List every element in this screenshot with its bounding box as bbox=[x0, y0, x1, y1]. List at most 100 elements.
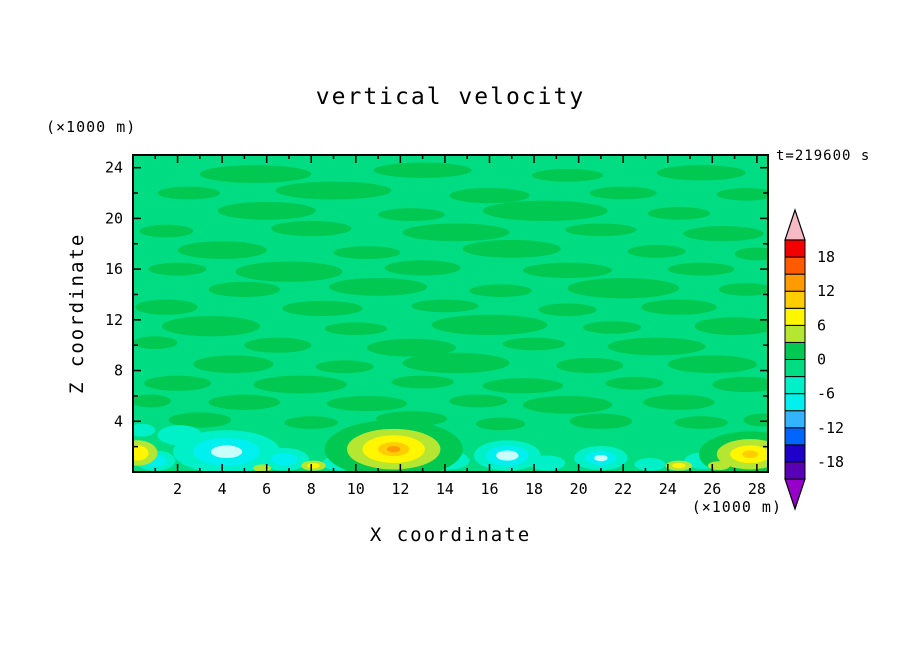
contour-patch bbox=[482, 200, 608, 221]
contour-feature bbox=[707, 461, 731, 471]
contour-feature bbox=[210, 445, 243, 459]
contour-patch bbox=[522, 395, 613, 414]
x-tick-label: 20 bbox=[570, 480, 588, 498]
colorbar-band bbox=[784, 256, 806, 275]
contour-patch bbox=[718, 283, 768, 296]
contour-patch bbox=[583, 321, 641, 334]
plot-frame bbox=[132, 154, 769, 473]
contour-patch bbox=[462, 239, 561, 258]
x-tick-label: 22 bbox=[614, 480, 632, 498]
x-tick-label: 28 bbox=[748, 480, 766, 498]
colorbar-under-arrow bbox=[784, 478, 806, 511]
contour-patch bbox=[275, 181, 392, 200]
contour-patch bbox=[177, 241, 267, 259]
y-tick-label: 20 bbox=[105, 209, 123, 227]
contour-patch bbox=[135, 299, 198, 315]
y-tick-label: 8 bbox=[114, 362, 123, 380]
contour-patch bbox=[208, 281, 281, 298]
contour-feature bbox=[529, 455, 566, 471]
contour-patch bbox=[329, 277, 428, 296]
colorbar-band bbox=[784, 359, 806, 378]
contour-patch bbox=[157, 186, 220, 200]
contour-patch bbox=[133, 394, 171, 408]
contour-patch bbox=[282, 300, 363, 317]
contour-patch bbox=[378, 208, 445, 221]
contour-feature bbox=[133, 423, 156, 437]
contour-patch bbox=[431, 314, 548, 336]
contour-patch bbox=[271, 220, 352, 237]
contour-feature bbox=[387, 446, 401, 453]
colorbar-band bbox=[784, 393, 806, 412]
contour-field bbox=[133, 155, 768, 472]
contour-patch bbox=[627, 245, 686, 258]
colorbar-label: -12 bbox=[817, 419, 844, 437]
contour-patch bbox=[244, 337, 312, 353]
colorbar-band bbox=[784, 324, 806, 343]
x-tick-label: 12 bbox=[391, 480, 409, 498]
x-axis-unit: (×1000 m) bbox=[691, 498, 782, 516]
y-tick-label: 12 bbox=[105, 311, 123, 329]
contour-feature bbox=[133, 445, 149, 461]
contour-feature bbox=[672, 463, 686, 469]
contour-patch bbox=[694, 317, 768, 336]
page-title: vertical velocity bbox=[315, 84, 586, 110]
colorbar-band bbox=[784, 341, 806, 361]
contour-patch bbox=[144, 375, 211, 391]
colorbar-label: 12 bbox=[817, 282, 835, 300]
contour-patch bbox=[148, 262, 207, 276]
contour-feature bbox=[253, 464, 272, 472]
contour-patch bbox=[199, 165, 312, 183]
contour-patch bbox=[641, 299, 717, 315]
contour-patch bbox=[449, 187, 530, 204]
contour-patch bbox=[193, 355, 274, 374]
contour-feature bbox=[594, 454, 608, 462]
contour-patch bbox=[161, 316, 260, 337]
colorbar-label: 18 bbox=[817, 248, 835, 266]
y-axis-unit: (×1000 m) bbox=[46, 118, 137, 136]
contour-patch bbox=[373, 162, 472, 178]
contour-patch bbox=[333, 246, 401, 259]
colorbar-band bbox=[784, 239, 806, 258]
x-tick-label: 4 bbox=[218, 480, 227, 498]
contour-patch bbox=[253, 375, 347, 394]
contour-patch bbox=[326, 395, 408, 412]
x-axis-label: X coordinate bbox=[369, 524, 532, 546]
contour-feature bbox=[271, 452, 298, 466]
contour-patch bbox=[716, 187, 768, 201]
y-tick-label: 24 bbox=[105, 159, 123, 177]
colorbar-band bbox=[784, 273, 806, 292]
x-tick-label: 8 bbox=[307, 480, 316, 498]
contour-patch bbox=[556, 357, 624, 374]
y-tick-label: 16 bbox=[105, 260, 123, 278]
y-tick-label: 4 bbox=[114, 412, 123, 430]
contour-patch bbox=[217, 201, 316, 220]
colorbar-band bbox=[784, 444, 806, 463]
contour-feature bbox=[634, 458, 666, 471]
contour-feature bbox=[157, 425, 203, 446]
contour-patch bbox=[411, 299, 479, 313]
contour-feature bbox=[307, 463, 320, 469]
contour-patch bbox=[402, 352, 510, 374]
contour-patch bbox=[133, 336, 178, 350]
colorbar-label: 0 bbox=[817, 351, 826, 369]
contour-patch bbox=[284, 416, 338, 429]
contour-patch bbox=[607, 337, 706, 356]
x-tick-label: 26 bbox=[703, 480, 721, 498]
contour-patch bbox=[449, 394, 508, 408]
contour-patch bbox=[522, 262, 613, 278]
contour-patch bbox=[168, 412, 232, 428]
contour-patch bbox=[482, 378, 564, 394]
x-tick-label: 14 bbox=[436, 480, 454, 498]
contour-patch bbox=[567, 277, 679, 299]
x-tick-label: 10 bbox=[347, 480, 365, 498]
colorbar-band bbox=[784, 461, 806, 480]
contour-patch bbox=[469, 284, 532, 298]
colorbar-band bbox=[784, 410, 806, 429]
contour-patch bbox=[384, 260, 461, 276]
colorbar-label: -18 bbox=[817, 453, 844, 471]
contour-patch bbox=[647, 206, 711, 220]
contour-patch bbox=[569, 413, 633, 429]
x-tick-label: 2 bbox=[173, 480, 182, 498]
contour-patch bbox=[565, 223, 637, 237]
